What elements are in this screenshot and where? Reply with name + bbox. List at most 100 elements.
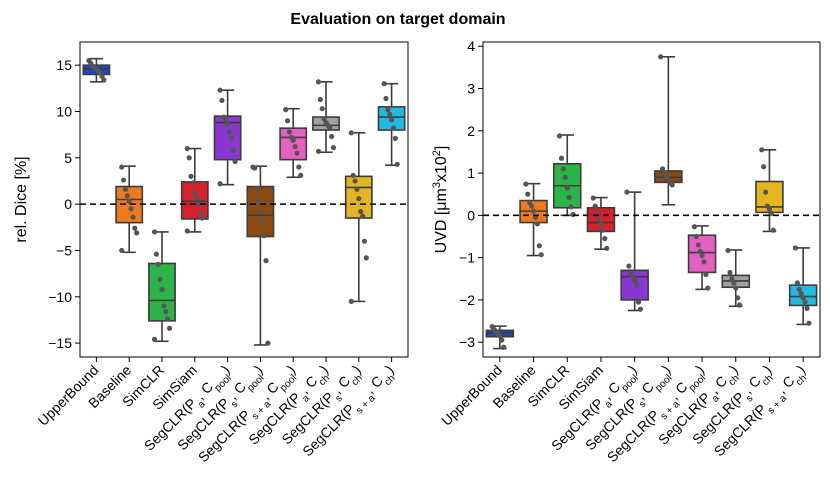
- box-8: [312, 79, 340, 154]
- data-point: [354, 186, 360, 192]
- y-tick-label: −15: [48, 335, 72, 351]
- uvd-panel: −3−2−101234UpperBoundBaselineSimCLRSimSi…: [431, 38, 821, 465]
- data-point: [530, 208, 537, 214]
- data-point: [796, 286, 802, 292]
- data-point: [283, 107, 289, 113]
- data-point: [564, 185, 570, 191]
- data-point: [529, 203, 535, 209]
- box-iqr: [148, 262, 176, 322]
- data-point: [296, 164, 302, 170]
- figure-title: Evaluation on target domain: [290, 11, 505, 28]
- box-5: [620, 189, 649, 312]
- data-point: [624, 189, 630, 195]
- data-point: [693, 233, 699, 240]
- data-point: [226, 129, 233, 135]
- data-point: [199, 215, 205, 221]
- data-point: [381, 81, 387, 87]
- box-5: [213, 87, 242, 187]
- data-point: [120, 177, 127, 183]
- data-point: [761, 164, 767, 170]
- box-3: [148, 229, 176, 343]
- data-point: [184, 228, 190, 234]
- data-point: [284, 118, 291, 124]
- data-point: [192, 190, 198, 196]
- data-point: [327, 124, 333, 130]
- data-point: [695, 242, 701, 248]
- data-point: [570, 211, 576, 218]
- y-tick-label: 1: [467, 165, 475, 181]
- box-4: [180, 145, 209, 234]
- data-point: [294, 150, 300, 156]
- data-point: [186, 155, 192, 161]
- data-point: [155, 261, 161, 267]
- data-point: [292, 144, 298, 150]
- data-point: [499, 337, 505, 343]
- box-iqr: [279, 127, 308, 161]
- data-point: [697, 248, 703, 254]
- data-point: [536, 243, 542, 249]
- data-point: [166, 325, 173, 331]
- y-tick-label: −1: [459, 250, 475, 266]
- data-point: [705, 285, 711, 291]
- data-point: [387, 111, 393, 117]
- data-point: [630, 274, 636, 280]
- data-point: [385, 107, 391, 113]
- data-point: [153, 251, 159, 257]
- data-point: [261, 233, 267, 239]
- box-4: [586, 195, 616, 251]
- data-point: [359, 213, 366, 219]
- box-10: [377, 81, 406, 167]
- data-point: [525, 191, 531, 197]
- data-point: [329, 133, 335, 140]
- y-tick-label: 3: [467, 81, 475, 97]
- box-9: [755, 147, 784, 233]
- dice-panel: −15−10−5051015UpperBoundBaselineSimCLRSi…: [13, 41, 409, 465]
- data-point: [315, 148, 322, 154]
- data-point: [727, 269, 733, 276]
- data-point: [317, 96, 323, 103]
- data-point: [538, 252, 544, 258]
- data-point: [735, 295, 741, 301]
- data-point: [122, 186, 129, 192]
- data-point: [290, 137, 296, 143]
- data-point: [792, 245, 799, 251]
- data-point: [600, 227, 606, 233]
- data-point: [363, 255, 369, 261]
- box-7: [687, 224, 717, 291]
- data-point: [348, 130, 354, 136]
- data-point: [669, 182, 675, 188]
- y-tick-label: −2: [459, 292, 475, 308]
- y-tick-label: 15: [56, 57, 72, 73]
- data-point: [151, 229, 158, 235]
- data-point: [394, 161, 400, 167]
- data-point: [725, 247, 731, 254]
- box-2: [115, 164, 144, 254]
- data-point: [130, 214, 136, 220]
- data-point: [188, 173, 194, 179]
- data-point: [733, 285, 739, 291]
- box-8: [721, 247, 751, 308]
- box-9: [344, 130, 373, 305]
- data-point: [568, 204, 574, 210]
- data-point: [626, 263, 632, 269]
- data-point: [532, 214, 539, 221]
- y-tick-label: −5: [56, 242, 72, 258]
- data-point: [523, 181, 529, 187]
- data-point: [592, 203, 598, 209]
- y-axis-label: UVD [μm3x102]: [431, 146, 450, 254]
- data-point: [759, 147, 765, 153]
- data-point: [319, 106, 325, 112]
- data-point: [558, 155, 565, 161]
- data-point: [252, 165, 258, 171]
- data-point: [128, 206, 134, 212]
- data-point: [184, 145, 190, 152]
- data-point: [604, 245, 610, 251]
- data-point: [798, 290, 804, 297]
- y-tick-label: −10: [48, 289, 72, 305]
- data-point: [163, 309, 169, 315]
- data-point: [101, 77, 107, 83]
- data-point: [633, 282, 640, 288]
- data-point: [534, 221, 541, 227]
- data-point: [228, 135, 234, 141]
- data-point: [602, 236, 608, 242]
